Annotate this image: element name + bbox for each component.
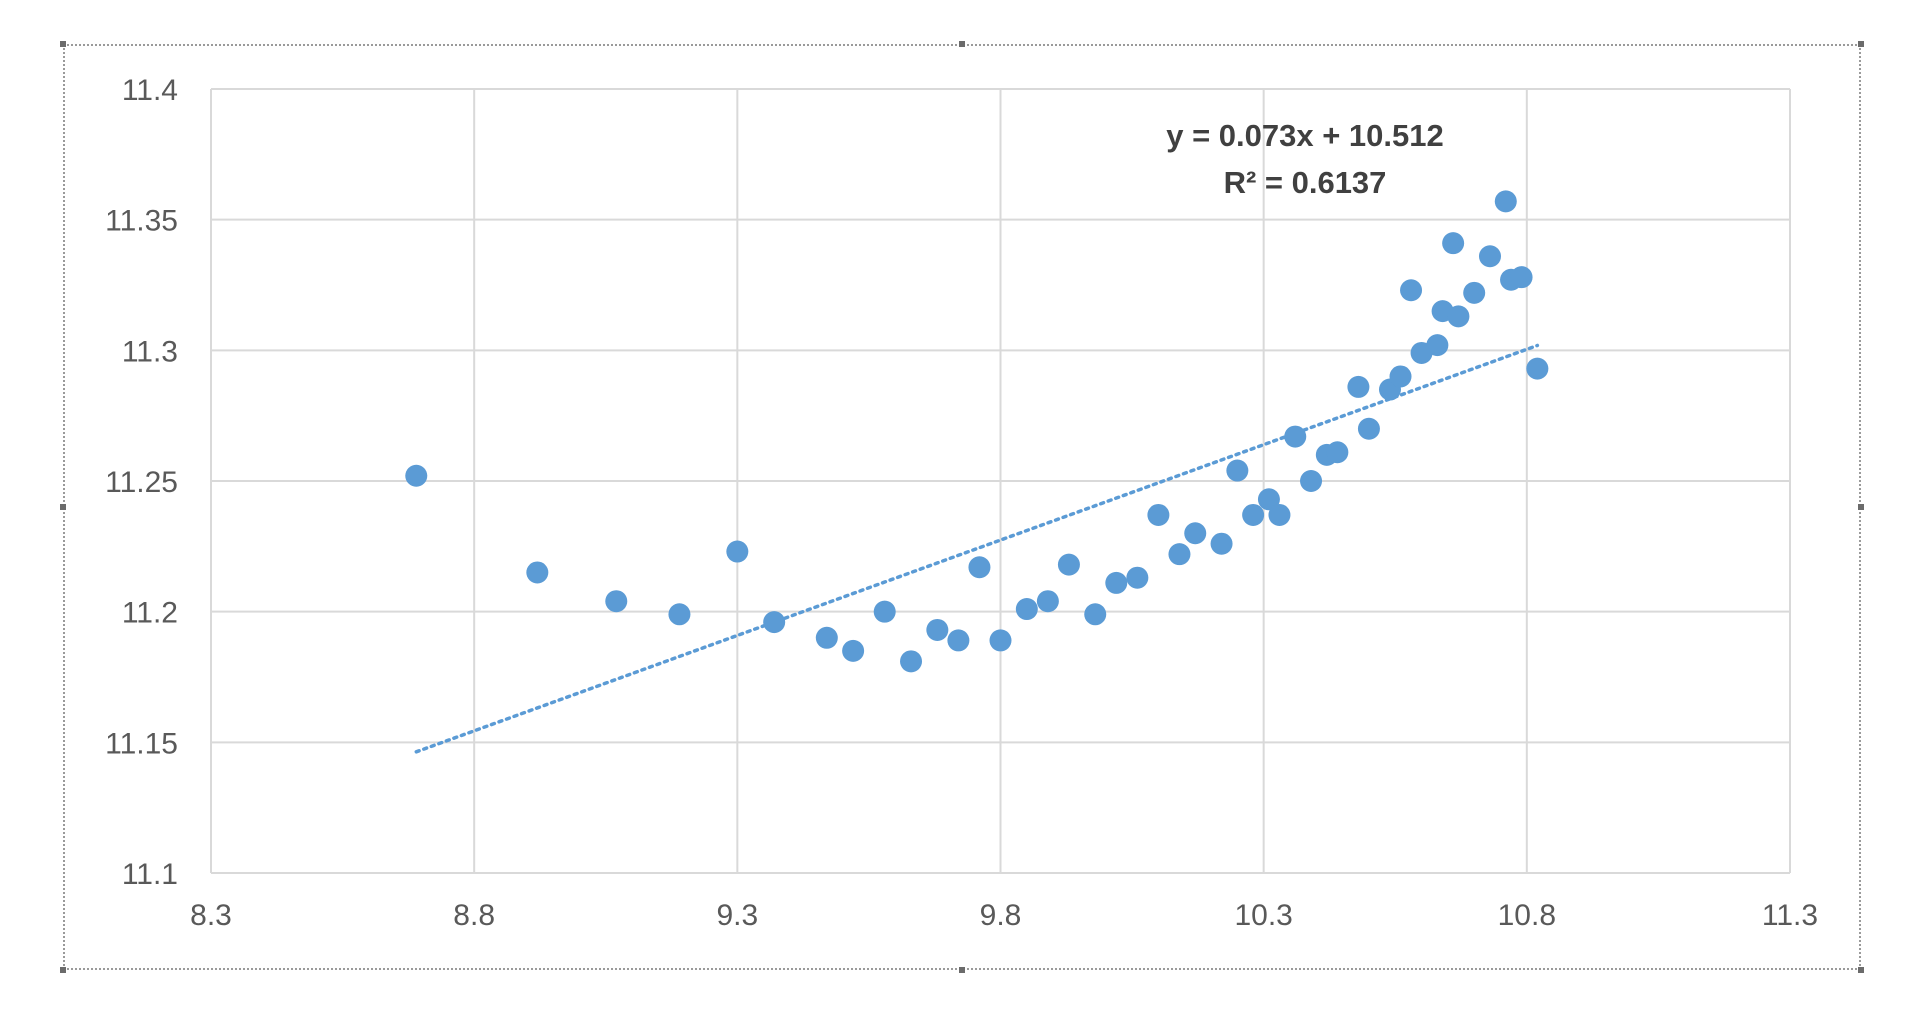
data-point <box>1226 459 1249 482</box>
data-point <box>763 611 786 634</box>
trendline-equation: y = 0.073x + 10.512 <box>1166 118 1444 153</box>
data-point <box>1357 417 1380 440</box>
data-point <box>1268 503 1291 526</box>
gridlines <box>210 88 1791 874</box>
data-point <box>1526 357 1549 380</box>
y-tick-label: 11.35 <box>105 205 178 238</box>
y-tick-label: 11.25 <box>105 466 178 499</box>
data-point <box>1084 603 1107 626</box>
data-point <box>1147 503 1170 526</box>
resize-handle-top-center[interactable] <box>959 41 965 47</box>
data-point <box>989 629 1012 652</box>
data-point <box>1447 305 1470 328</box>
data-point <box>1105 571 1128 594</box>
data-point <box>926 618 949 641</box>
resize-handle-bottom-left[interactable] <box>60 967 66 973</box>
data-point <box>873 600 896 623</box>
data-point <box>1210 532 1233 555</box>
data-point <box>1168 543 1191 566</box>
data-point <box>842 639 865 662</box>
data-point <box>1184 522 1207 545</box>
x-tick-label: 9.3 <box>716 899 758 932</box>
data-point <box>668 603 691 626</box>
x-tick-label: 11.3 <box>1762 899 1818 932</box>
trendline <box>414 343 1540 754</box>
data-point <box>1015 598 1038 621</box>
data-point <box>1036 590 1059 613</box>
trendline-r-squared: R² = 0.6137 <box>1224 165 1387 200</box>
data-point <box>1442 232 1465 255</box>
resize-handle-top-right[interactable] <box>1858 41 1864 47</box>
resize-handle-bottom-center[interactable] <box>959 967 965 973</box>
data-point <box>1257 488 1280 511</box>
resize-handle-middle-right[interactable] <box>1858 504 1864 510</box>
data-point <box>1326 441 1349 464</box>
data-point <box>1478 245 1501 268</box>
data-point <box>1510 266 1533 289</box>
data-point <box>1494 190 1517 213</box>
data-point <box>1242 503 1265 526</box>
data-point <box>726 540 749 563</box>
data-point <box>1389 365 1412 388</box>
resize-handle-middle-left[interactable] <box>60 504 66 510</box>
data-point <box>815 626 838 649</box>
data-point <box>1300 470 1323 492</box>
data-point <box>405 464 428 487</box>
x-tick-label: 10.8 <box>1498 899 1556 932</box>
data-point <box>1057 553 1080 576</box>
y-tick-label: 11.3 <box>122 335 178 368</box>
resize-handle-top-left[interactable] <box>60 41 66 47</box>
x-tick-label: 8.3 <box>190 899 232 932</box>
data-point <box>1400 279 1423 302</box>
data-point <box>605 590 628 613</box>
x-tick-label: 10.3 <box>1234 899 1292 932</box>
y-tick-label: 11.1 <box>122 858 178 891</box>
data-point <box>1463 281 1486 304</box>
data-point <box>1347 375 1370 398</box>
x-tick-label: 8.8 <box>453 899 495 932</box>
data-point <box>1426 334 1449 357</box>
data-point <box>526 561 549 584</box>
resize-handle-bottom-right[interactable] <box>1858 967 1864 973</box>
data-point <box>968 556 991 579</box>
y-tick-label: 11.2 <box>122 597 178 630</box>
trendline-group <box>414 343 1540 754</box>
data-point <box>947 629 970 652</box>
data-point <box>900 650 923 673</box>
x-tick-label: 9.8 <box>980 899 1022 932</box>
y-tick-label: 11.15 <box>105 727 178 760</box>
y-tick-label: 11.4 <box>122 74 178 107</box>
data-point <box>1284 425 1307 448</box>
axis-tick-labels: 8.3 8.8 9.3 9.8 10.3 10.8 11.3 11.1 11.15 11.2 11.… <box>105 74 1818 932</box>
data-points <box>405 190 1549 673</box>
data-point <box>1126 566 1149 589</box>
